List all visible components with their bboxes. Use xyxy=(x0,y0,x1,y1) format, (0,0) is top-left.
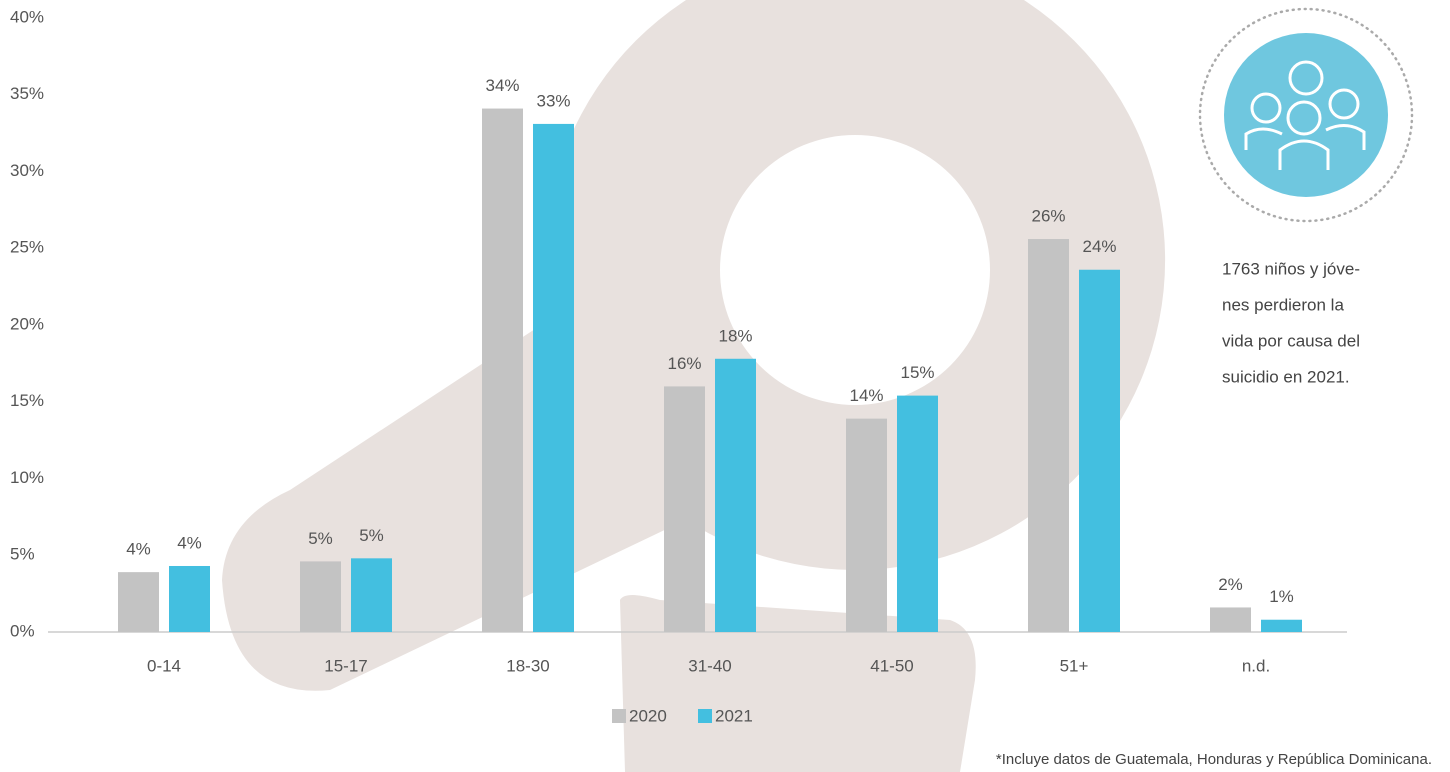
legend-swatch xyxy=(612,709,626,723)
value-label: 4% xyxy=(177,533,202,552)
bar xyxy=(715,359,756,632)
x-tick-label: 15-17 xyxy=(324,656,367,675)
bar xyxy=(1261,620,1302,632)
value-label: 16% xyxy=(667,354,701,373)
icon xyxy=(1200,9,1412,221)
annotation: vida por causa del xyxy=(1222,331,1360,350)
bar xyxy=(1028,239,1069,632)
y-tick-label: 30% xyxy=(10,161,44,180)
x-tick-label: 18-30 xyxy=(506,656,549,675)
x-tick-label: 51+ xyxy=(1060,656,1089,675)
bar xyxy=(1210,607,1251,632)
value-label: 2% xyxy=(1218,575,1243,594)
legend-label: 2021 xyxy=(715,706,753,725)
y-tick-label: 20% xyxy=(10,314,44,333)
bar xyxy=(482,109,523,632)
x-tick-label: 31-40 xyxy=(688,656,731,675)
y-tick-label: 35% xyxy=(10,84,44,103)
value-label: 4% xyxy=(126,540,151,559)
chart: 0% 5% 10% 15% 20% 25% 30% 35% 40% 0-14 4% 4% 15-17 5%… xyxy=(0,0,1450,772)
y-tick-label: 25% xyxy=(10,238,44,257)
value-label: 5% xyxy=(359,526,384,545)
x-tick-label: 41-50 xyxy=(870,656,913,675)
bar xyxy=(300,561,341,632)
bar xyxy=(533,124,574,632)
legend-label: 2020 xyxy=(629,706,667,725)
y-tick-label: 5% xyxy=(10,545,35,564)
bar xyxy=(118,572,159,632)
bar xyxy=(664,386,705,632)
value-label: 18% xyxy=(718,326,752,345)
x-tick-label: 0-14 xyxy=(147,656,181,675)
value-label: 14% xyxy=(849,386,883,405)
annotation: suicidio en 2021. xyxy=(1222,367,1350,386)
legend-swatch xyxy=(698,709,712,723)
bar xyxy=(897,396,938,632)
y-tick-label: 15% xyxy=(10,391,44,410)
bar xyxy=(1079,270,1120,632)
value-label: 26% xyxy=(1031,207,1065,226)
bar xyxy=(351,558,392,632)
value-label: 5% xyxy=(308,529,333,548)
footnote: *Incluye datos de Guatemala, Honduras y … xyxy=(996,751,1432,768)
value-label: 15% xyxy=(900,363,934,382)
y-tick-label: 10% xyxy=(10,468,44,487)
value-label: 33% xyxy=(536,91,570,110)
annotation: 1763 niños y jóve- xyxy=(1222,259,1360,278)
y-tick-label: 0% xyxy=(10,621,35,640)
x-tick-label: n.d. xyxy=(1242,656,1270,675)
value-label: 34% xyxy=(485,76,519,95)
bar xyxy=(846,419,887,632)
value-label: 1% xyxy=(1269,587,1294,606)
bar xyxy=(169,566,210,632)
annotation: nes perdieron la xyxy=(1222,295,1344,314)
y-tick-label: 40% xyxy=(10,7,44,26)
value-label: 24% xyxy=(1082,237,1116,256)
